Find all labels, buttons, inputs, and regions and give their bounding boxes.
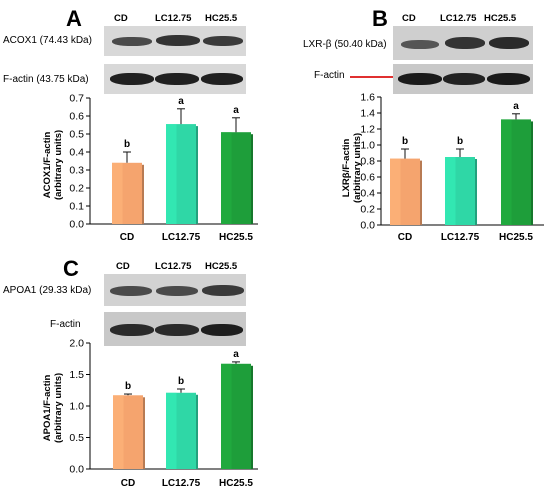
panel-c-lane-hc: HC25.5 [205, 261, 238, 272]
panel-a-sig-letter: b [124, 139, 130, 150]
panel-a-sig-letter: a [233, 105, 239, 116]
panel-b-y-tick-label: 0.6 [360, 172, 375, 184]
panel-a-x-label: LC12.75 [162, 232, 201, 243]
band [110, 286, 152, 296]
panel-a-target-blot [104, 26, 246, 56]
panel-b-y-tick-label: 1.2 [360, 124, 375, 136]
panel-b-sig-letter: a [513, 101, 519, 112]
band [202, 285, 244, 296]
panel-c-lane-cd: CD [116, 261, 130, 272]
panel-b-lane-lc: LC12.75 [440, 13, 477, 24]
panel-b-bar-highlight [445, 157, 456, 225]
panel-b-y-tick-label: 0.8 [360, 156, 375, 168]
panel-c-bar-highlight [113, 395, 124, 469]
panel-a-lane-hc: HC25.5 [205, 13, 238, 24]
panel-c-letter: C [63, 256, 79, 281]
band [398, 73, 442, 85]
panel-b-sig-letter: b [402, 136, 408, 147]
panel-b-target-blot [393, 26, 533, 60]
panel-a-lane-lc: LC12.75 [155, 13, 192, 24]
panel-c-sig-letter: a [233, 349, 239, 360]
panel-b-lane-cd: CD [402, 13, 416, 24]
panel-c-bar-highlight [221, 363, 232, 469]
band [445, 37, 485, 49]
panel-c-lane-lc: LC12.75 [155, 261, 192, 272]
panel-c-x-label: LC12.75 [162, 478, 201, 489]
panel-a-actin-label: F-actin (43.75 kDa) [3, 74, 89, 85]
panel-c-y-tick-label: 1.5 [69, 369, 84, 381]
panel-b-x-label: CD [398, 232, 412, 243]
panel-b-y-tick-label: 1.4 [360, 108, 375, 120]
panel-a-y-tick-label: 0.1 [69, 201, 84, 213]
band [155, 73, 199, 85]
panel-c-y-tick-label: 0.5 [69, 432, 84, 444]
panel-c-sig-letter: b [178, 376, 184, 387]
panel-c-y-tick-label: 0.0 [69, 464, 84, 476]
panel-a-bar-highlight [112, 162, 123, 224]
panel-a-letter: A [66, 6, 82, 31]
band [156, 35, 200, 46]
panel-c-actin-blot [104, 312, 246, 346]
panel-b-lane-hc: HC25.5 [484, 13, 517, 24]
band [110, 324, 154, 336]
band [203, 36, 243, 46]
panel-b-bar-highlight [390, 158, 401, 225]
panel-c-y-tick-label: 1.0 [69, 401, 84, 413]
panel-a-actin-blot [104, 64, 246, 94]
panel-c-bar-highlight [166, 392, 177, 469]
band [201, 324, 243, 336]
panel-b-target-label: LXR-β (50.40 kDa) [303, 39, 387, 50]
panel-c-sig-letter: b [125, 381, 131, 392]
panel-b-y-tick-label: 1.0 [360, 140, 375, 152]
panel-b-actin-label: F-actin [314, 70, 345, 81]
panel-a-y-tick-label: 0.7 [69, 93, 84, 105]
band [487, 73, 530, 85]
panel-a-x-label: CD [120, 232, 134, 243]
band [155, 324, 199, 336]
panel-c-target-label: APOA1 (29.33 kDa) [3, 285, 92, 296]
band [443, 73, 485, 85]
panel-b-y-tick-label: 0.0 [360, 220, 375, 232]
panel-b-y-tick-label: 0.2 [360, 204, 375, 216]
panel-b-x-label: HC25.5 [499, 232, 533, 243]
panel-b-y-tick-label: 1.6 [360, 92, 375, 104]
band [112, 37, 152, 46]
panel-b-sig-letter: b [457, 136, 463, 147]
panel-b-y-tick-label: 0.4 [360, 188, 375, 200]
panel-a-y-tick-label: 0.2 [69, 183, 84, 195]
panel-a-sig-letter: a [178, 96, 184, 107]
band [489, 37, 529, 49]
panel-a-lane-cd: CD [114, 13, 128, 24]
panel-a-y-tick-label: 0.6 [69, 111, 84, 123]
panel-a-y-tick-label: 0.5 [69, 129, 84, 141]
panel-a-target-label: ACOX1 (74.43 kDa) [3, 35, 92, 46]
panel-b-bar-highlight [501, 119, 512, 225]
panel-a-bar-highlight [221, 132, 232, 224]
panel-a-y-tick-label: 0.4 [69, 147, 84, 159]
band [110, 73, 154, 85]
panel-a-y-tick-label: 0.0 [69, 219, 84, 231]
panel-b-x-label: LC12.75 [441, 232, 480, 243]
panel-b-actin-blot [393, 64, 533, 94]
panel-c-x-label: CD [121, 478, 135, 489]
band [201, 73, 243, 85]
panel-c-actin-label: F-actin [50, 319, 81, 330]
panel-c-target-blot [104, 274, 246, 306]
panel-c-y-tick-label: 2.0 [69, 338, 84, 350]
panel-a-x-label: HC25.5 [219, 232, 253, 243]
band [156, 286, 198, 296]
panel-a-bar-highlight [166, 124, 177, 224]
panel-a-y-tick-label: 0.3 [69, 165, 84, 177]
band [401, 40, 439, 49]
panel-b-letter: B [372, 6, 388, 31]
panel-c-x-label: HC25.5 [219, 478, 253, 489]
